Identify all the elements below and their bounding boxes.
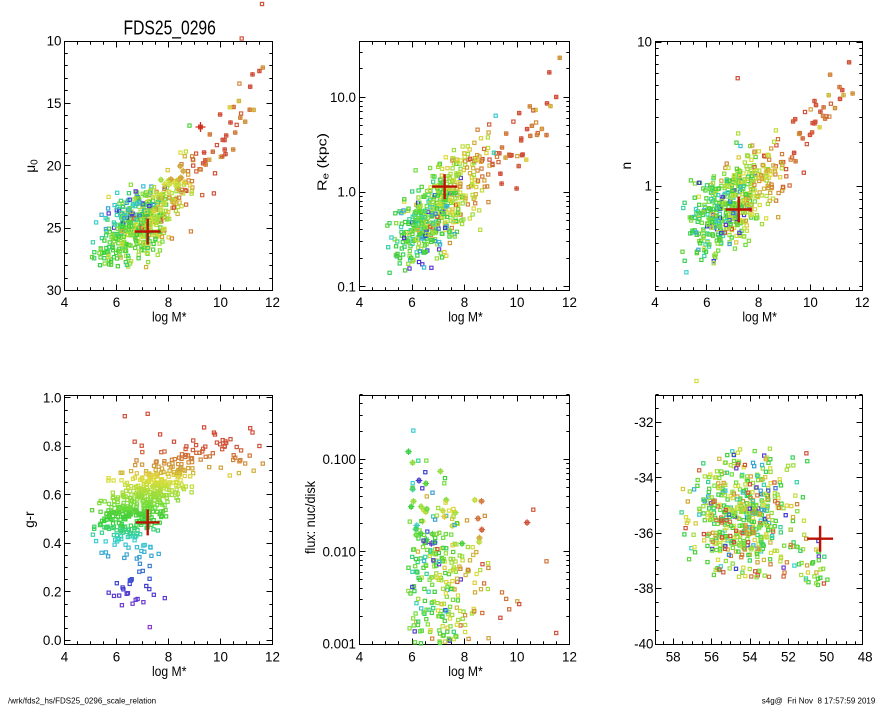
svg-text:48: 48 [858, 649, 873, 664]
svg-text:log M*: log M* [448, 310, 483, 325]
svg-text:12: 12 [562, 295, 577, 310]
svg-text:log M*: log M* [152, 310, 187, 325]
svg-text:56: 56 [704, 649, 719, 664]
svg-text:n: n [619, 162, 634, 169]
svg-text:8: 8 [755, 295, 762, 310]
svg-text:10: 10 [510, 295, 525, 310]
svg-text:log M*: log M* [742, 310, 777, 325]
svg-text:1.0: 1.0 [43, 391, 62, 406]
svg-text:0.010: 0.010 [322, 544, 356, 559]
svg-text:-40: -40 [634, 637, 653, 652]
svg-text:/wrk/fds2_hs/FDS25_0296_scale_: /wrk/fds2_hs/FDS25_0296_scale_relation [8, 697, 156, 706]
svg-text:6: 6 [408, 295, 415, 310]
svg-text:Re (kpc): Re (kpc) [315, 133, 332, 191]
svg-text:log M*: log M* [152, 664, 187, 679]
svg-text:1.0: 1.0 [337, 185, 356, 200]
svg-text:-32: -32 [634, 415, 653, 430]
svg-text:10.0: 10.0 [330, 90, 356, 105]
svg-text:4: 4 [61, 295, 69, 310]
svg-text:0.100: 0.100 [322, 452, 356, 467]
svg-text:8: 8 [461, 295, 468, 310]
svg-text:10: 10 [637, 35, 652, 50]
svg-text:0.8: 0.8 [43, 439, 62, 454]
svg-text:50: 50 [819, 649, 834, 664]
svg-text:8: 8 [165, 649, 172, 664]
svg-text:10: 10 [47, 34, 62, 49]
svg-text:8: 8 [165, 295, 172, 310]
svg-text:0.0: 0.0 [43, 633, 62, 648]
svg-text:10: 10 [803, 295, 818, 310]
svg-text:4: 4 [651, 295, 659, 310]
svg-text:flux: nuc/disk: flux: nuc/disk [303, 481, 318, 554]
svg-text:g-r: g-r [22, 511, 37, 528]
svg-text:6: 6 [113, 295, 120, 310]
svg-text:6: 6 [408, 649, 415, 664]
svg-text:4: 4 [356, 295, 364, 310]
svg-text:0.1: 0.1 [337, 279, 356, 294]
svg-text:15: 15 [47, 96, 62, 111]
svg-text:6: 6 [703, 295, 710, 310]
svg-text:12: 12 [265, 649, 280, 664]
svg-text:0.001: 0.001 [322, 637, 356, 652]
svg-text:12: 12 [265, 295, 280, 310]
svg-text:30: 30 [47, 283, 62, 298]
svg-text:1: 1 [645, 179, 652, 194]
svg-text:6: 6 [113, 649, 120, 664]
svg-text:54: 54 [743, 649, 758, 664]
svg-text:4: 4 [61, 649, 69, 664]
svg-text:FDS25_0296: FDS25_0296 [124, 18, 216, 40]
svg-text:10: 10 [510, 649, 525, 664]
svg-text:10: 10 [213, 295, 228, 310]
svg-text:-34: -34 [634, 470, 654, 485]
svg-text:-36: -36 [634, 526, 653, 541]
svg-text:10: 10 [213, 649, 228, 664]
svg-text:-38: -38 [634, 581, 653, 596]
svg-text:log M*: log M* [448, 664, 483, 679]
svg-text:12: 12 [855, 295, 870, 310]
svg-text:0.2: 0.2 [43, 585, 62, 600]
svg-text:0.4: 0.4 [43, 536, 62, 551]
svg-text:s4g@ Fri Nov 8 17:57:59 2019: s4g@ Fri Nov 8 17:57:59 2019 [762, 697, 876, 706]
svg-text:25: 25 [47, 221, 62, 236]
svg-text:20: 20 [47, 158, 62, 173]
svg-text:0.6: 0.6 [43, 488, 62, 503]
svg-text:52: 52 [781, 649, 796, 664]
svg-text:58: 58 [666, 649, 681, 664]
svg-text:4: 4 [356, 649, 364, 664]
svg-text:8: 8 [461, 649, 468, 664]
svg-text:12: 12 [562, 649, 577, 664]
